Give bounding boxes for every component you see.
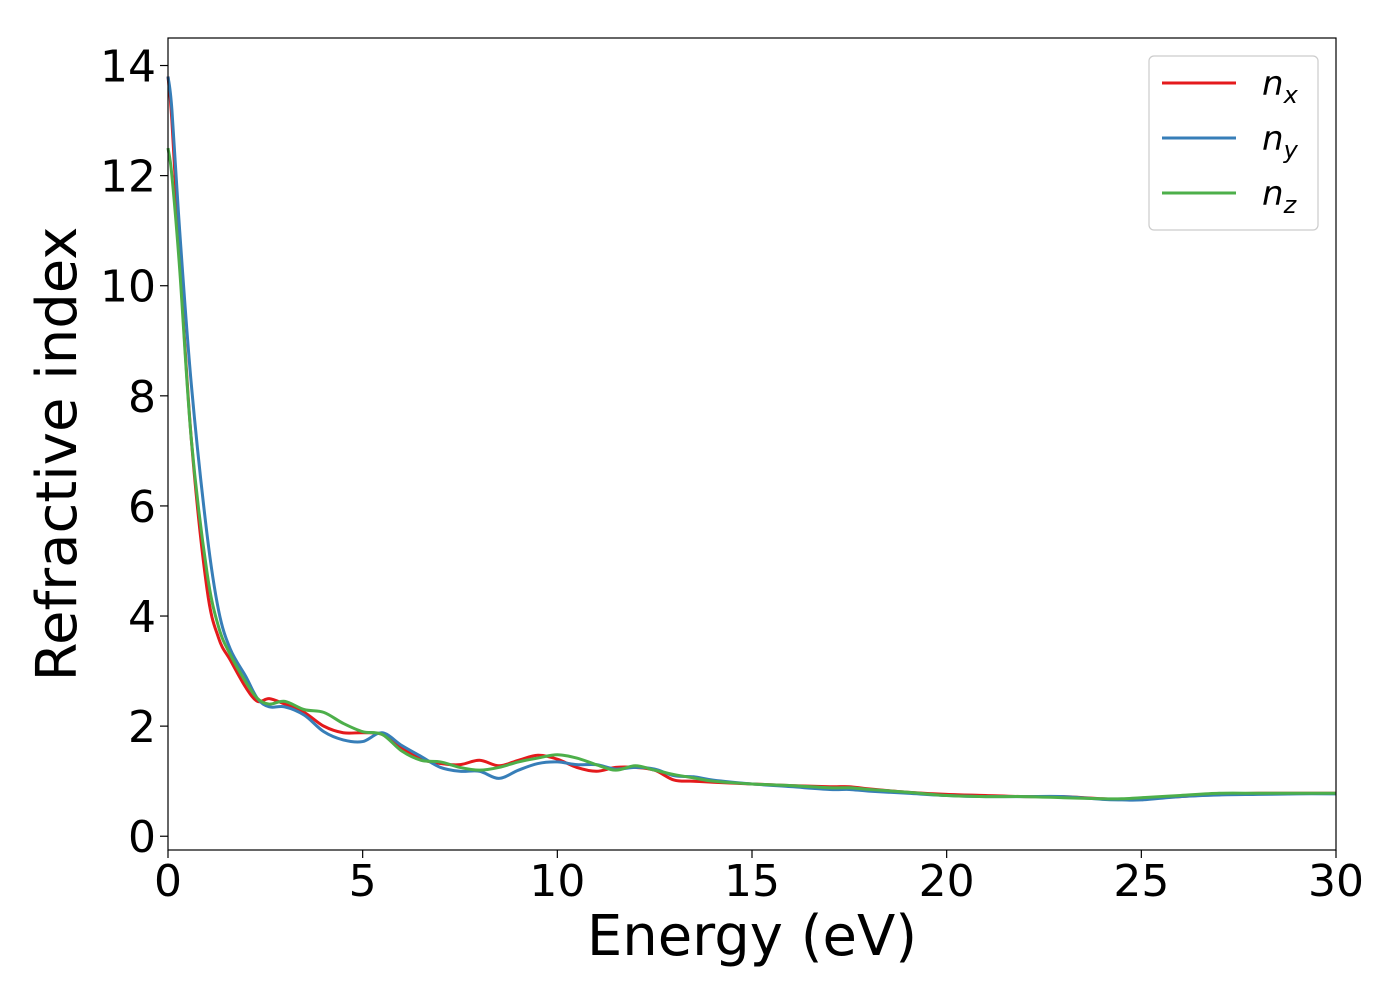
y-axis-label: Refractive index	[25, 227, 90, 682]
x-tick-label: 10	[529, 856, 585, 907]
legend-label-main: n	[1262, 174, 1284, 214]
legend-label-subscript: x	[1283, 81, 1299, 109]
y-tick-label: 2	[128, 702, 156, 753]
x-tick-label: 0	[154, 856, 182, 907]
x-tick-label: 25	[1113, 856, 1169, 907]
x-axis-label: Energy (eV)	[587, 904, 917, 969]
y-axis-ticks: 0 2 4 6 8 10 12 14	[100, 42, 168, 863]
legend-label-main: n	[1262, 119, 1284, 159]
plot-lines	[166, 76, 1337, 802]
legend-label-subscript: z	[1283, 191, 1298, 219]
y-tick-label: 8	[128, 372, 156, 423]
x-tick-label: 30	[1308, 856, 1364, 907]
legend-label-nz: nz	[1262, 174, 1298, 219]
legend-label-ny: ny	[1262, 119, 1299, 164]
y-tick-label: 0	[128, 812, 156, 863]
y-tick-label: 10	[100, 262, 156, 313]
x-tick-label: 15	[724, 856, 780, 907]
y-tick-label: 6	[128, 482, 156, 533]
legend-label-main: n	[1262, 64, 1284, 104]
legend-label-nx: nx	[1262, 64, 1299, 109]
legend-box	[1148, 55, 1319, 231]
x-tick-label: 5	[349, 856, 377, 907]
plot-frame	[167, 37, 1337, 851]
x-tick-label: 20	[919, 856, 975, 907]
y-tick-label: 4	[128, 592, 156, 643]
series-line-nz	[166, 147, 1336, 801]
y-tick-label: 14	[100, 42, 156, 93]
legend-label-subscript: y	[1283, 136, 1299, 164]
y-tick-label: 12	[100, 152, 156, 203]
x-axis-ticks: 0 5 10 15 20 25 30	[154, 850, 1364, 907]
